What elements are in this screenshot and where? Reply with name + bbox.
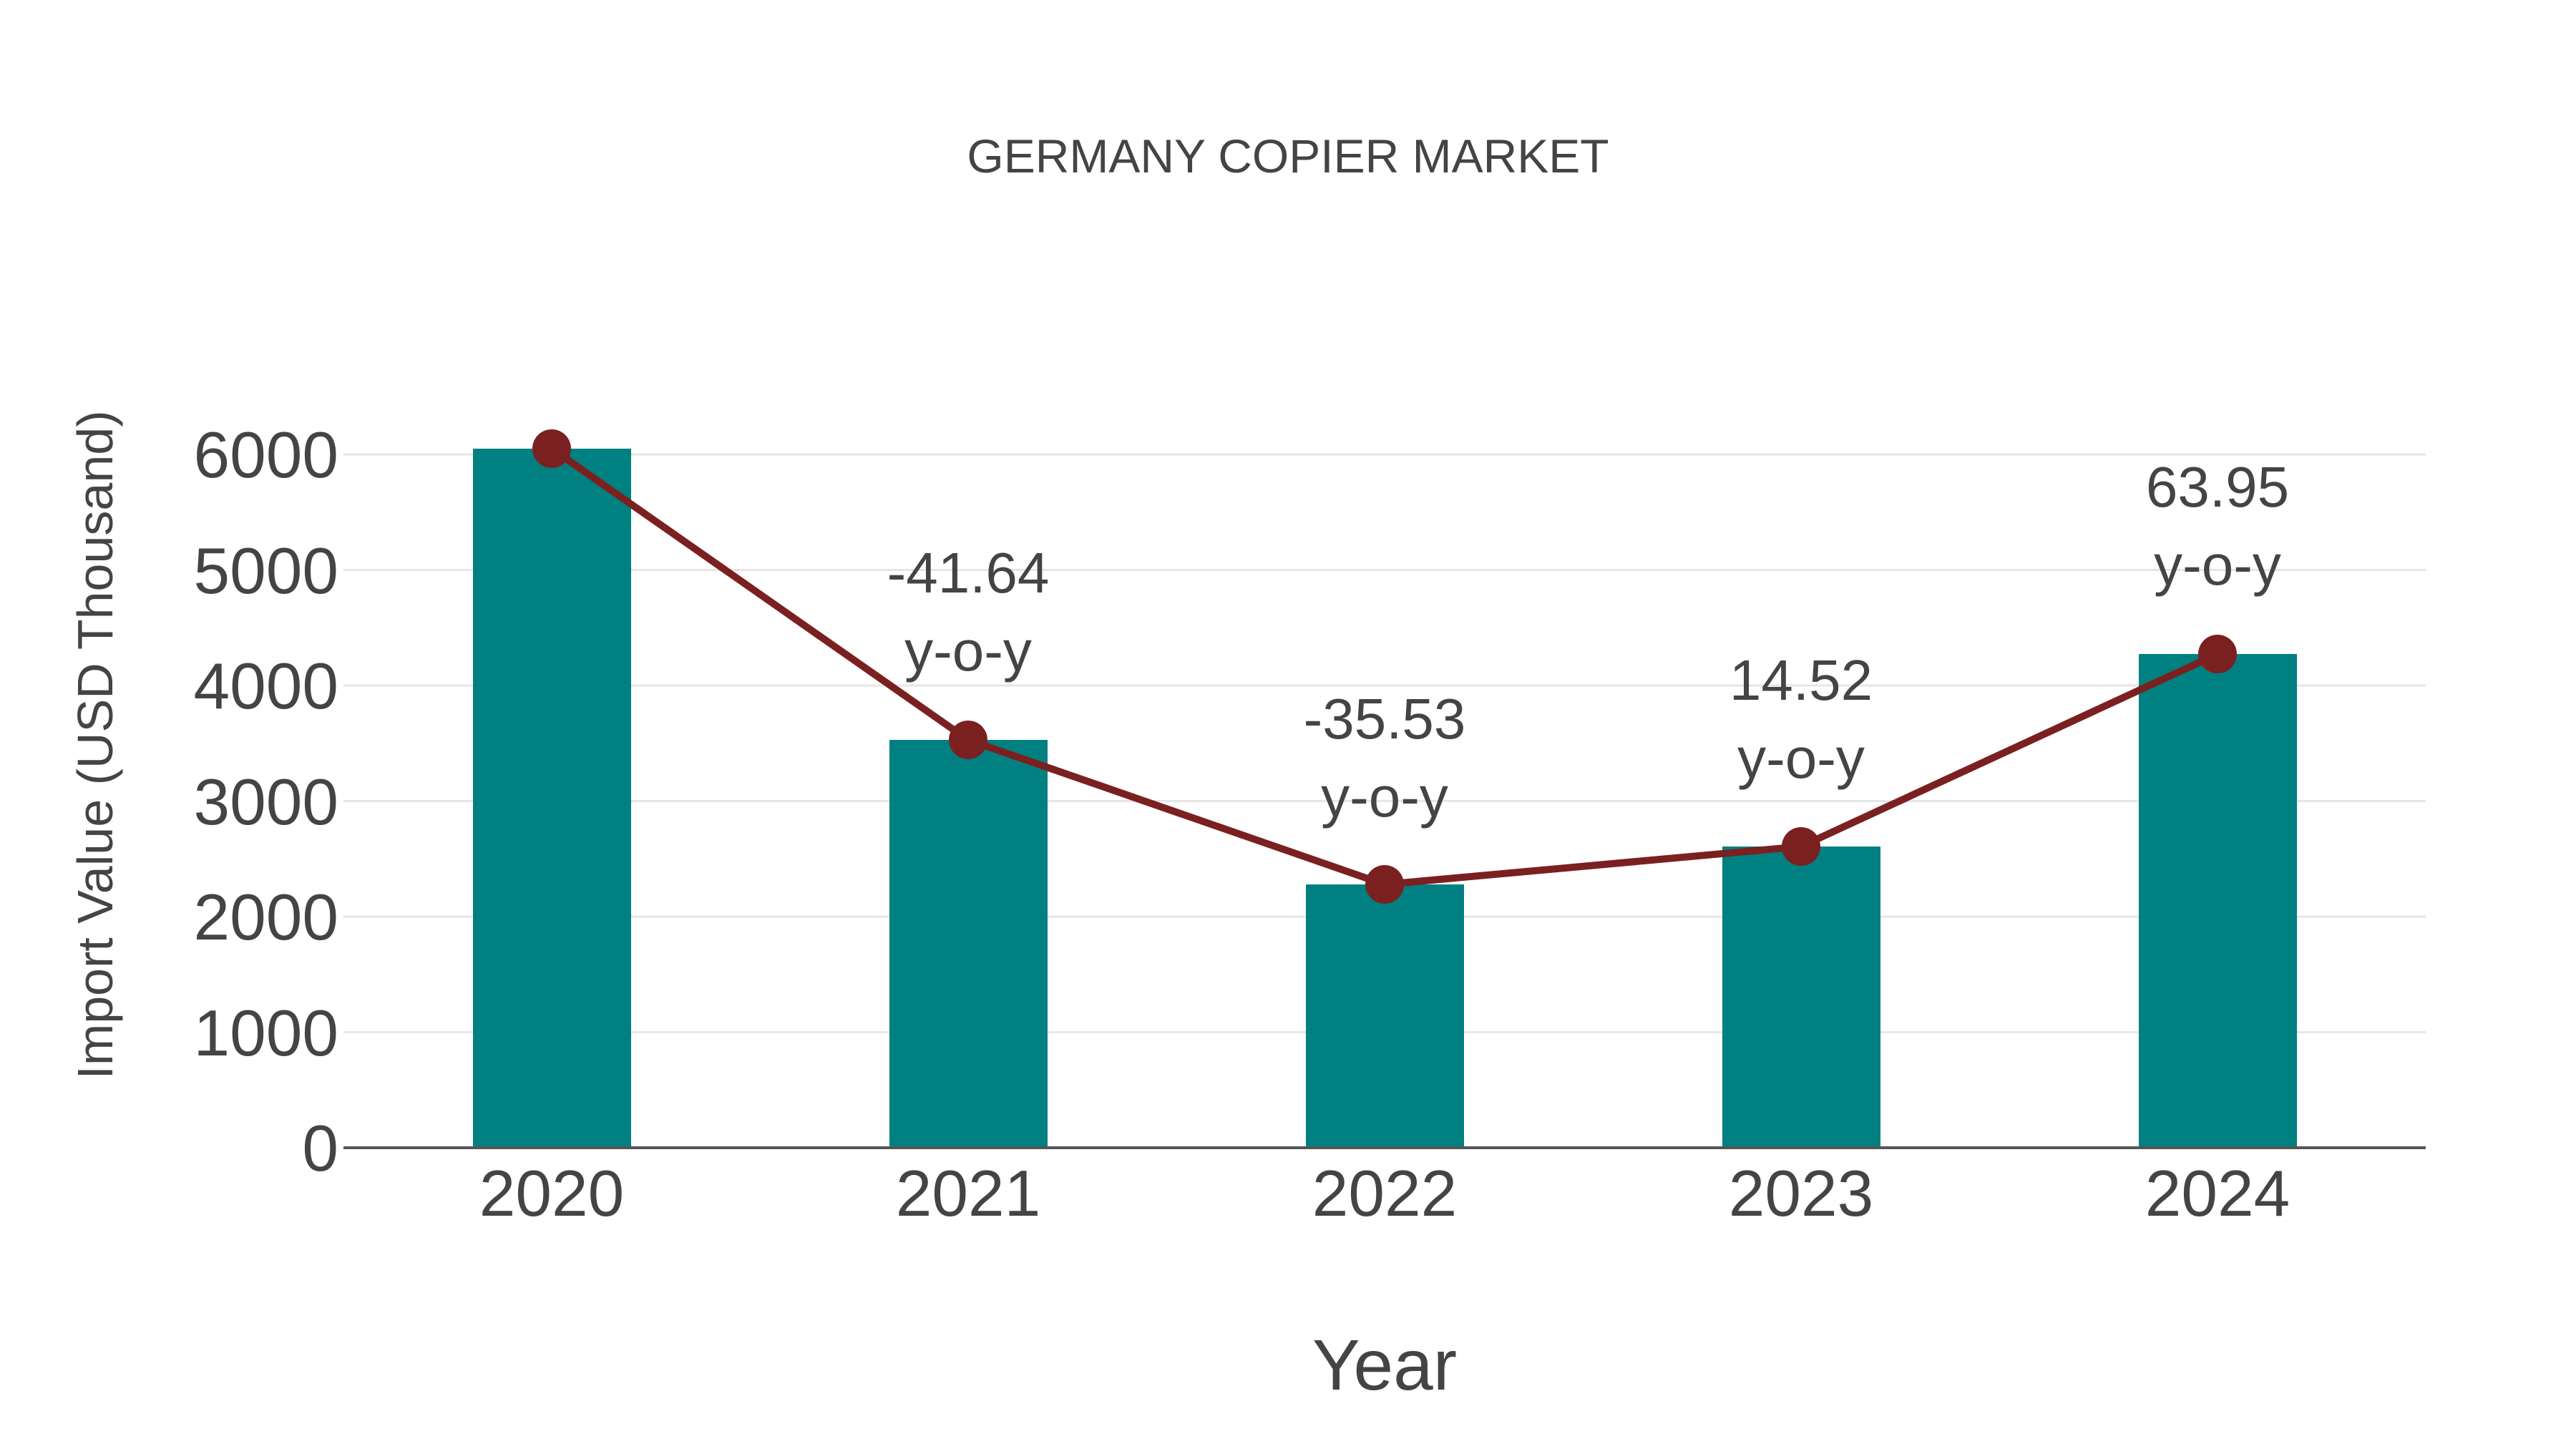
y-tick-3000: 3000 bbox=[194, 766, 338, 839]
x-tick-2021: 2021 bbox=[896, 1158, 1040, 1230]
y-tick-1000: 1000 bbox=[194, 997, 338, 1070]
y-tick-4000: 4000 bbox=[194, 650, 338, 723]
y-tick-5000: 5000 bbox=[194, 535, 338, 608]
annotation-2021-suffix: y-o-y bbox=[904, 619, 1032, 683]
marker-2021[interactable] bbox=[949, 721, 987, 759]
marker-2020[interactable] bbox=[532, 429, 571, 468]
y-tick-6000: 6000 bbox=[194, 419, 338, 492]
x-axis-title: Year bbox=[1312, 1325, 1457, 1405]
x-tick-2023: 2023 bbox=[1729, 1158, 1873, 1230]
marker-2022[interactable] bbox=[1365, 865, 1404, 904]
x-tick-2020: 2020 bbox=[479, 1158, 624, 1230]
y-tick-0: 0 bbox=[302, 1113, 338, 1185]
bar-series bbox=[473, 449, 2297, 1148]
y-axis-ticks: 0 1000 2000 3000 4000 5000 6000 bbox=[194, 419, 338, 1185]
y-tick-2000: 2000 bbox=[194, 882, 338, 954]
x-tick-2024: 2024 bbox=[2145, 1158, 2290, 1230]
bar-2024[interactable] bbox=[2139, 654, 2297, 1148]
annotation-2021-value: -41.64 bbox=[887, 541, 1050, 605]
annotation-2022-value: -35.53 bbox=[1304, 687, 1466, 751]
bar-2022[interactable] bbox=[1306, 884, 1464, 1148]
annotation-2023-suffix: y-o-y bbox=[1737, 726, 1865, 790]
marker-2023[interactable] bbox=[1782, 827, 1820, 866]
x-tick-2022: 2022 bbox=[1312, 1158, 1457, 1230]
annotation-2024-value: 63.95 bbox=[2146, 455, 2289, 519]
annotations: -41.64 y-o-y -35.53 y-o-y 14.52 y-o-y 63… bbox=[887, 455, 2290, 829]
bar-2020[interactable] bbox=[473, 449, 631, 1148]
chart-title: GERMANY COPIER MARKET bbox=[967, 130, 1609, 182]
marker-2024[interactable] bbox=[2198, 635, 2237, 673]
annotation-2023-value: 14.52 bbox=[1729, 648, 1873, 712]
bar-2023[interactable] bbox=[1722, 847, 1880, 1148]
x-axis-ticks: 2020 2021 2022 2023 2024 bbox=[479, 1158, 2290, 1230]
y-axis-title: Import Value (USD Thousand) bbox=[67, 410, 123, 1079]
annotation-2022-suffix: y-o-y bbox=[1321, 765, 1448, 829]
bar-2021[interactable] bbox=[889, 740, 1048, 1148]
annotation-2024-suffix: y-o-y bbox=[2154, 533, 2281, 597]
line-series bbox=[532, 429, 2237, 904]
